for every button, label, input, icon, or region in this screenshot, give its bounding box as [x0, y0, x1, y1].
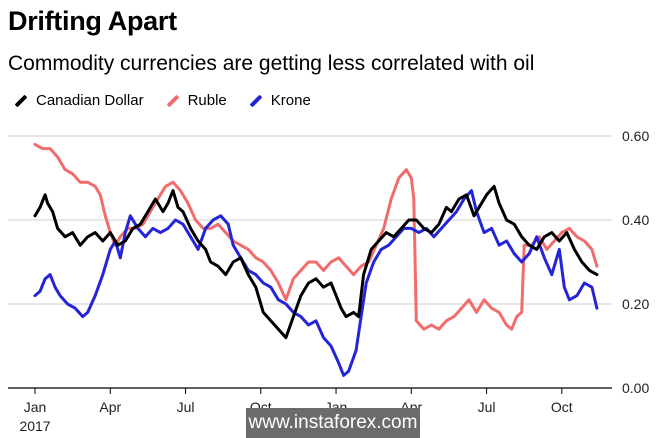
legend-label-canadian-dollar: Canadian Dollar	[36, 92, 144, 109]
y-tick-label: 0.40	[622, 212, 649, 228]
x-tick-label: Jan	[24, 399, 47, 415]
legend-item-krone: Krone	[249, 92, 311, 109]
series-line-canadian-dollar	[33, 184, 599, 340]
legend-item-canadian-dollar: Canadian Dollar	[14, 92, 144, 109]
chart-title: Drifting Apart	[8, 6, 177, 36]
x-tick-label: Apr	[99, 399, 121, 415]
y-tick-label: 0.20	[622, 296, 649, 312]
x-tick-year-label: 2017	[19, 418, 50, 434]
chart-subtitle: Commodity currencies are getting less co…	[8, 52, 535, 75]
y-tick-label: 0.00	[622, 380, 649, 396]
series-lines	[33, 142, 599, 377]
legend-label-ruble: Ruble	[187, 92, 227, 109]
x-tick-label: Oct	[551, 399, 573, 415]
watermark: www.instaforex.com	[246, 408, 420, 438]
series-line-krone	[33, 189, 599, 377]
legend-item-ruble: Ruble	[166, 92, 227, 109]
y-axis-ticks: 0.00 0.20 0.40 0.60	[622, 128, 649, 396]
legend-label-krone: Krone	[270, 92, 311, 109]
y-tick-label: 0.60	[622, 128, 649, 144]
x-tick-label: Jul	[478, 399, 496, 415]
series-line-ruble	[33, 142, 599, 331]
x-tick-label: Jul	[177, 399, 195, 415]
chart-legend: Canadian Dollar Ruble Krone	[14, 92, 333, 109]
gridlines	[8, 135, 612, 389]
